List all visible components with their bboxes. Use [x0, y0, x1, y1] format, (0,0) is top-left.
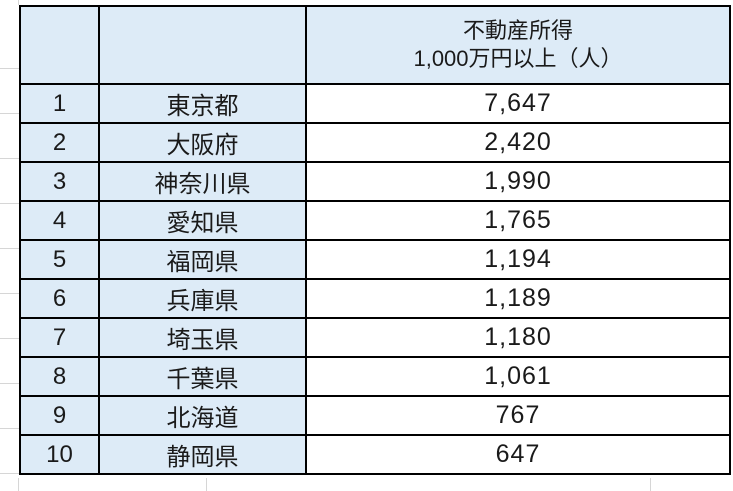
value-cell: 1,765	[305, 200, 731, 241]
table-row: 7 埼玉県 1,180	[19, 317, 731, 358]
table-row: 4 愛知県 1,765	[19, 200, 731, 241]
value-cell: 2,420	[305, 122, 731, 163]
prefecture-cell: 兵庫県	[98, 278, 307, 319]
rank-cell: 6	[19, 278, 100, 319]
rank-cell: 7	[19, 317, 100, 358]
prefecture-ranking-table: 不動産所得 1,000万円以上（人） 1 東京都 7,647 2 大阪府 2,4…	[19, 5, 731, 475]
rank-cell: 2	[19, 122, 100, 163]
prefecture-cell: 福岡県	[98, 239, 307, 280]
rank-cell: 3	[19, 161, 100, 202]
rank-cell: 10	[19, 434, 100, 475]
sheet-gridline-horizontal	[0, 473, 19, 474]
prefecture-cell: 愛知県	[98, 200, 307, 241]
sheet-gridline-horizontal	[0, 113, 19, 114]
rank-header-cell	[19, 5, 100, 85]
sheet-gridline-vertical	[206, 478, 207, 491]
table-row: 3 神奈川県 1,990	[19, 161, 731, 202]
prefecture-cell: 静岡県	[98, 434, 307, 475]
sheet-gridline-horizontal	[0, 293, 19, 294]
sheet-gridline-horizontal	[0, 203, 19, 204]
sheet-gridline-horizontal	[0, 383, 19, 384]
value-cell: 647	[305, 434, 731, 475]
rank-cell: 1	[19, 83, 100, 124]
table-row: 9 北海道 767	[19, 395, 731, 436]
prefecture-cell: 北海道	[98, 395, 307, 436]
sheet-gridline-vertical	[18, 0, 19, 5]
sheet-gridline-horizontal	[0, 158, 19, 159]
prefecture-cell: 東京都	[98, 83, 307, 124]
sheet-gridline-vertical	[18, 478, 19, 491]
value-cell: 1,194	[305, 239, 731, 280]
rank-cell: 4	[19, 200, 100, 241]
table-row: 8 千葉県 1,061	[19, 356, 731, 397]
value-cell: 1,990	[305, 161, 731, 202]
table-header-row: 不動産所得 1,000万円以上（人）	[19, 5, 731, 85]
table-row: 1 東京都 7,647	[19, 83, 731, 124]
rank-cell: 5	[19, 239, 100, 280]
value-cell: 1,061	[305, 356, 731, 397]
sheet-gridline-horizontal	[0, 68, 19, 69]
value-header-line1: 不動産所得	[462, 18, 573, 43]
table-row: 6 兵庫県 1,189	[19, 278, 731, 319]
value-header-line2: 1,000万円以上（人）	[413, 46, 623, 71]
rank-cell: 9	[19, 395, 100, 436]
value-cell: 7,647	[305, 83, 731, 124]
table-row: 10 静岡県 647	[19, 434, 731, 475]
value-cell: 767	[305, 395, 731, 436]
value-cell: 1,189	[305, 278, 731, 319]
prefecture-cell: 大阪府	[98, 122, 307, 163]
sheet-gridline-horizontal	[0, 428, 19, 429]
sheet-gridline-horizontal	[0, 338, 19, 339]
prefecture-cell: 神奈川県	[98, 161, 307, 202]
table-row: 5 福岡県 1,194	[19, 239, 731, 280]
prefecture-header-cell	[98, 5, 307, 85]
value-header-cell: 不動産所得 1,000万円以上（人）	[305, 5, 731, 85]
rank-cell: 8	[19, 356, 100, 397]
sheet-gridline-vertical	[650, 478, 651, 491]
value-cell: 1,180	[305, 317, 731, 358]
prefecture-cell: 埼玉県	[98, 317, 307, 358]
sheet-gridline-horizontal	[0, 248, 19, 249]
prefecture-cell: 千葉県	[98, 356, 307, 397]
table-row: 2 大阪府 2,420	[19, 122, 731, 163]
